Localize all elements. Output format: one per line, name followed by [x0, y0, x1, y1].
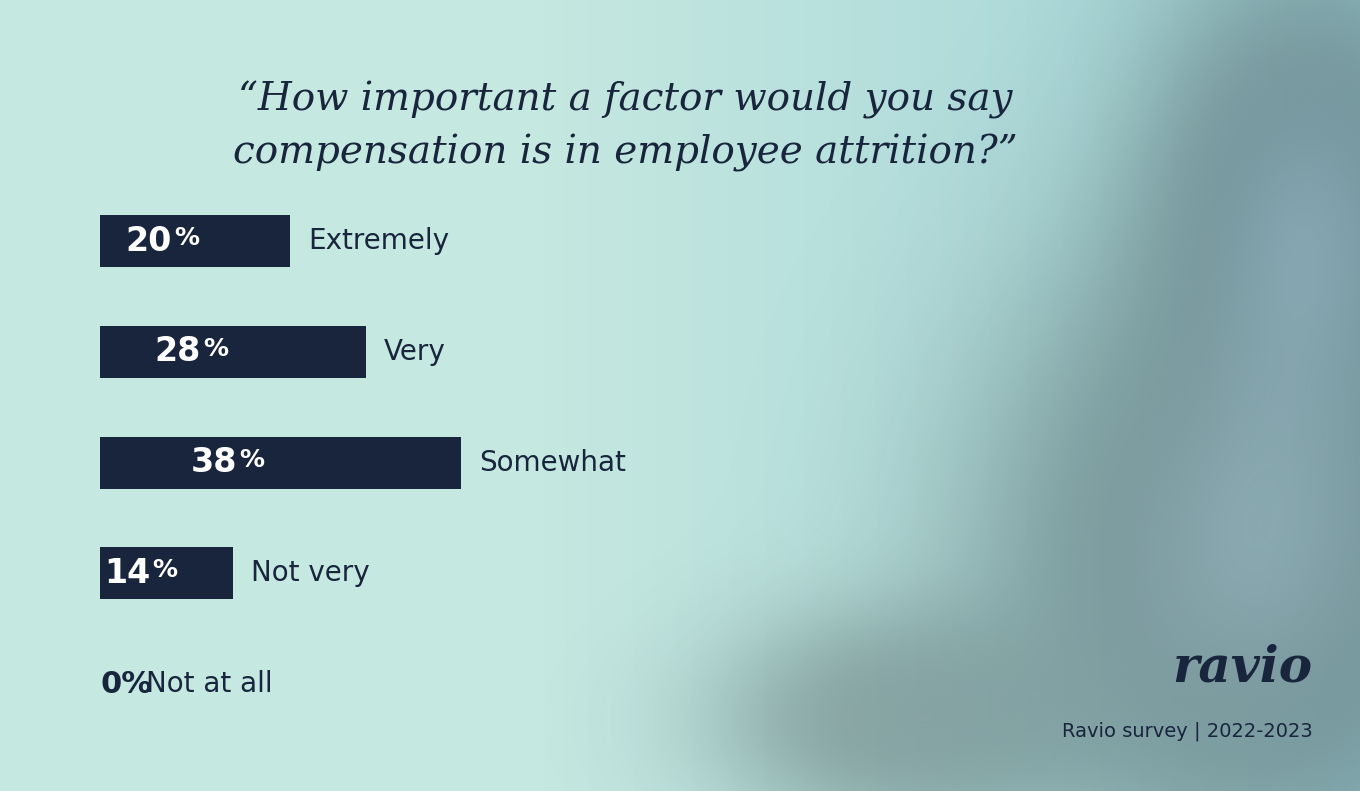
Text: 14: 14 [105, 557, 151, 590]
FancyBboxPatch shape [101, 437, 461, 489]
FancyBboxPatch shape [101, 547, 233, 600]
Text: 20: 20 [126, 225, 173, 258]
FancyBboxPatch shape [101, 326, 366, 378]
Text: %: % [239, 448, 264, 471]
Text: Somewhat: Somewhat [479, 448, 626, 477]
Text: Extremely: Extremely [307, 227, 449, 255]
Text: %: % [174, 226, 199, 250]
Text: %: % [203, 337, 228, 361]
FancyBboxPatch shape [101, 215, 290, 267]
Text: Not very: Not very [252, 559, 370, 588]
Text: Ravio survey | 2022-2023: Ravio survey | 2022-2023 [1062, 722, 1312, 741]
Text: ravio: ravio [1172, 644, 1312, 693]
Text: %: % [152, 558, 178, 582]
Text: 0%: 0% [101, 670, 152, 698]
Text: 28: 28 [155, 335, 201, 369]
Text: 38: 38 [190, 446, 237, 479]
Text: “How important a factor would you say
compensation is in employee attrition?”: “How important a factor would you say co… [234, 81, 1017, 172]
Text: Very: Very [384, 338, 446, 366]
Text: Not at all: Not at all [146, 670, 272, 698]
